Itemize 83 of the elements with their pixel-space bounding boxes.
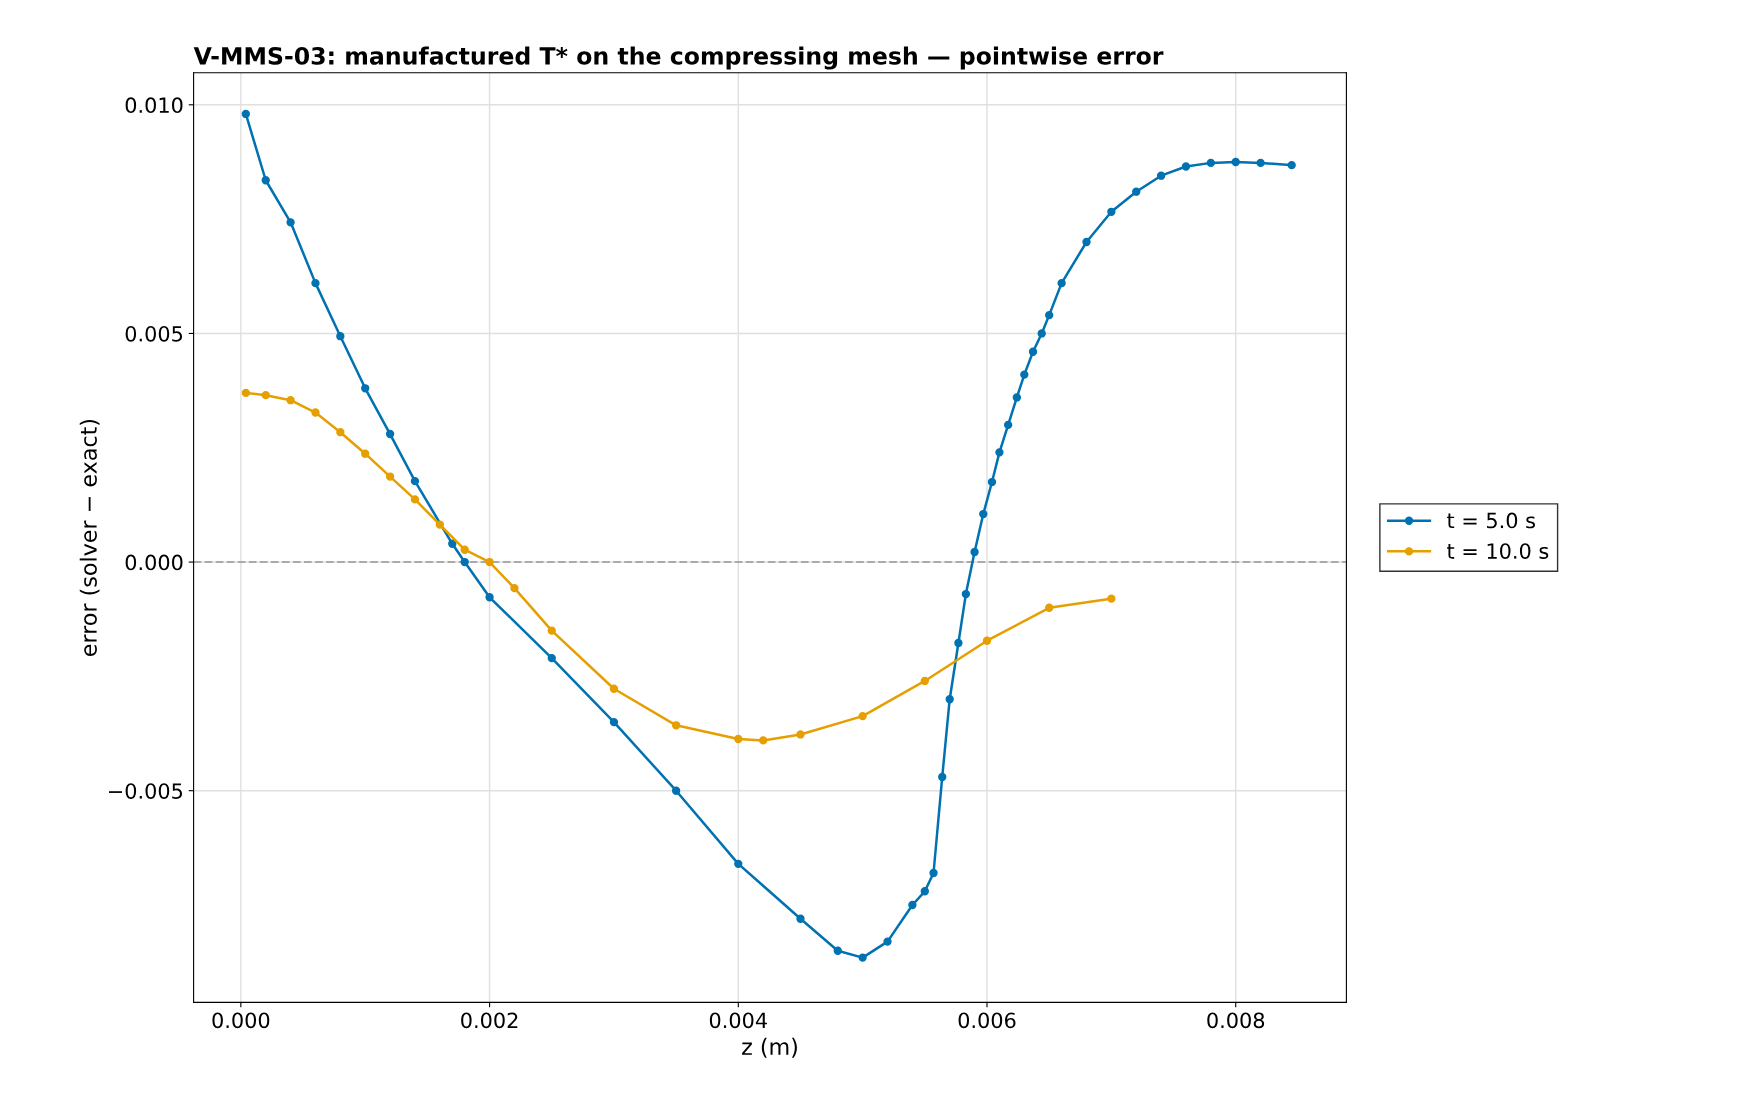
point bbox=[460, 545, 469, 554]
point bbox=[547, 653, 556, 663]
point bbox=[435, 520, 444, 529]
point bbox=[385, 472, 395, 481]
point bbox=[908, 900, 917, 910]
point bbox=[261, 176, 270, 185]
point bbox=[261, 390, 270, 400]
point bbox=[734, 859, 743, 869]
point bbox=[961, 589, 971, 599]
legend-label: t = 5.0 s bbox=[1447, 512, 1535, 529]
point bbox=[796, 914, 805, 923]
point bbox=[671, 786, 681, 795]
point bbox=[982, 636, 992, 645]
point bbox=[796, 730, 805, 739]
point bbox=[987, 477, 997, 487]
y-tick-label: 0.005 bbox=[125, 325, 183, 342]
point bbox=[954, 638, 963, 648]
point bbox=[361, 449, 370, 458]
point bbox=[241, 388, 250, 398]
chart-title: V-MMS-03: manufactured T* on the compressing mesh — pointwise error bbox=[193, 46, 1164, 70]
point bbox=[1256, 158, 1265, 168]
point bbox=[1231, 157, 1240, 167]
point bbox=[410, 476, 420, 486]
point bbox=[883, 937, 892, 946]
point bbox=[1287, 160, 1296, 170]
point bbox=[1181, 162, 1191, 171]
x-tick-label: 0.006 bbox=[958, 1012, 1016, 1029]
point bbox=[1156, 171, 1166, 180]
point bbox=[970, 547, 979, 557]
point bbox=[1045, 310, 1054, 320]
point bbox=[311, 278, 320, 288]
point bbox=[1037, 329, 1046, 338]
point bbox=[1012, 393, 1022, 402]
x-tick-label: 0.002 bbox=[461, 1012, 518, 1029]
point bbox=[311, 408, 320, 417]
point bbox=[858, 711, 867, 721]
y-tick-label: 0.000 bbox=[125, 554, 183, 571]
point bbox=[1057, 278, 1066, 288]
x-axis-title: z (m) bbox=[742, 1037, 797, 1058]
y-tick-label: −0.005 bbox=[108, 783, 183, 799]
y-tick-label: 0.010 bbox=[125, 97, 183, 114]
point bbox=[510, 583, 519, 593]
x-tick-label: 0.000 bbox=[212, 1012, 270, 1029]
point bbox=[460, 557, 469, 567]
point bbox=[920, 887, 929, 896]
point bbox=[929, 868, 938, 878]
point bbox=[995, 448, 1004, 457]
point bbox=[1003, 420, 1013, 430]
point bbox=[361, 384, 370, 393]
point bbox=[1107, 594, 1116, 603]
point bbox=[979, 509, 988, 519]
point bbox=[336, 428, 345, 437]
point bbox=[1082, 237, 1091, 247]
point bbox=[833, 946, 842, 955]
point bbox=[1132, 187, 1141, 196]
point bbox=[485, 557, 494, 567]
y-axis-title: error (solver − exact) bbox=[79, 419, 100, 656]
point bbox=[286, 218, 295, 227]
point bbox=[1020, 370, 1029, 379]
point bbox=[485, 593, 494, 602]
x-tick-label: 0.004 bbox=[709, 1012, 767, 1029]
point bbox=[1028, 347, 1038, 356]
point bbox=[734, 734, 743, 744]
point bbox=[858, 953, 867, 962]
point bbox=[286, 396, 295, 405]
point bbox=[758, 736, 768, 745]
point bbox=[1107, 207, 1116, 216]
point bbox=[1206, 158, 1216, 168]
point bbox=[547, 626, 556, 635]
point bbox=[671, 721, 681, 730]
point bbox=[448, 539, 457, 548]
x-tick-label: 0.008 bbox=[1207, 1012, 1265, 1029]
point bbox=[609, 684, 619, 693]
point bbox=[1045, 603, 1054, 612]
point bbox=[241, 109, 250, 119]
point bbox=[938, 772, 947, 782]
point bbox=[609, 717, 619, 727]
point bbox=[336, 332, 345, 341]
point bbox=[385, 429, 395, 439]
legend-label: t = 10.0 s bbox=[1447, 543, 1549, 559]
point bbox=[945, 695, 954, 704]
point bbox=[410, 495, 420, 504]
point bbox=[920, 676, 929, 686]
